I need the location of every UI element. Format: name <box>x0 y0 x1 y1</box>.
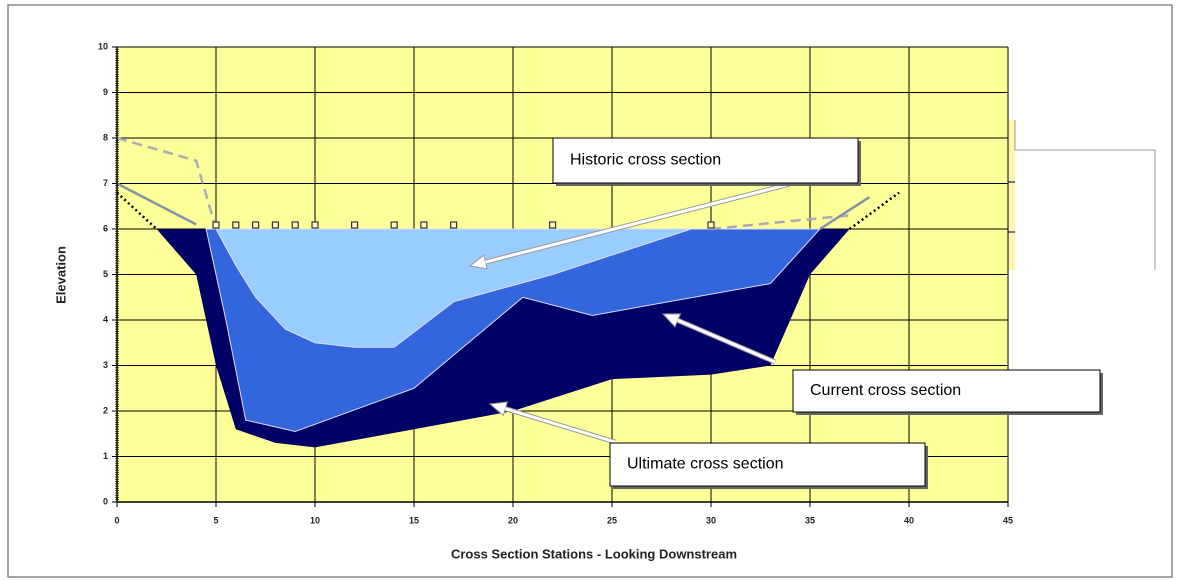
x-tick-label: 5 <box>213 515 218 525</box>
marker <box>450 221 458 229</box>
marker <box>351 221 359 229</box>
x-tick-label: 45 <box>1003 515 1013 525</box>
y-tick-label: 2 <box>103 405 108 415</box>
y-tick-label: 8 <box>103 132 108 142</box>
y-tick-label: 4 <box>103 314 108 324</box>
marker <box>291 221 299 229</box>
marker <box>232 221 240 229</box>
area <box>215 228 692 348</box>
annotation: Ultimate cross section <box>627 456 784 473</box>
annotation: Historic cross section <box>570 152 721 169</box>
marker <box>252 221 260 229</box>
x-tick-label: 15 <box>409 515 419 525</box>
line <box>116 136 850 231</box>
y-tick-label: 6 <box>103 223 108 233</box>
x-tick-label: 30 <box>706 515 716 525</box>
y-tick-label: 5 <box>103 269 108 279</box>
annotation: Current cross section <box>810 382 961 399</box>
x-axis-label: Cross Section Stations - Looking Downstr… <box>451 546 737 561</box>
arrow <box>504 407 616 444</box>
x-tick-label: 10 <box>310 515 320 525</box>
x-tick-label: 0 <box>114 515 119 525</box>
x-tick-label: 35 <box>805 515 815 525</box>
x-tick-label: 40 <box>904 515 914 525</box>
y-tick-label: 0 <box>103 496 108 506</box>
annotation-box <box>609 442 926 487</box>
arrow <box>485 182 791 264</box>
y-tick-label: 10 <box>98 41 108 51</box>
decoration <box>1014 120 1156 270</box>
y-axis-label: Elevation <box>53 246 68 304</box>
marker <box>420 221 428 229</box>
marker <box>707 221 715 229</box>
annotation-box <box>552 137 859 184</box>
line <box>116 182 871 231</box>
y-tick-label: 7 <box>103 178 108 188</box>
marker <box>212 221 220 229</box>
arrow <box>677 318 776 364</box>
x-tick-label: 25 <box>607 515 617 525</box>
y-tick-label: 9 <box>103 87 108 97</box>
line <box>116 191 900 231</box>
marker <box>548 221 557 229</box>
y-tick-label: 1 <box>103 451 108 461</box>
marker <box>390 221 398 229</box>
marker <box>311 221 319 229</box>
annotation-box <box>792 369 1101 413</box>
marker <box>271 221 279 229</box>
x-tick-label: 20 <box>508 515 518 525</box>
y-tick-label: 3 <box>103 360 108 370</box>
